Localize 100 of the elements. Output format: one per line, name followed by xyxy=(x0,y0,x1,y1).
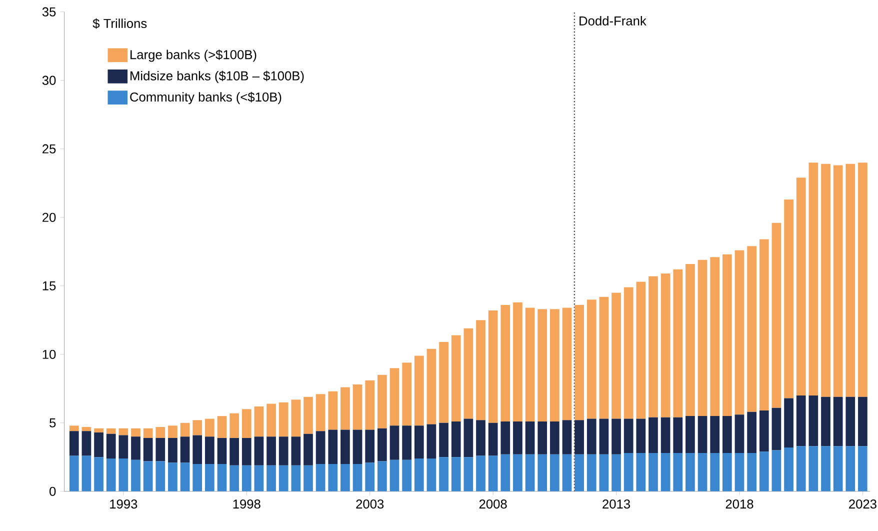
bar xyxy=(439,457,448,492)
bar xyxy=(747,246,756,412)
bar xyxy=(402,362,412,426)
bar xyxy=(562,420,572,454)
y-tick-label: 0 xyxy=(50,486,56,496)
bar xyxy=(143,461,153,492)
bar xyxy=(624,287,634,419)
ref-line-label: Dodd-Frank xyxy=(580,16,646,26)
y-tick-label: 20 xyxy=(42,212,56,222)
bar xyxy=(352,430,362,464)
bar xyxy=(254,465,264,492)
bar xyxy=(266,436,276,466)
y-tick-label: 10 xyxy=(42,350,56,359)
bar xyxy=(106,458,116,492)
bar xyxy=(808,396,818,446)
x-tick-label: 1993 xyxy=(110,500,138,509)
bar xyxy=(242,465,252,492)
bar xyxy=(686,264,695,416)
bar xyxy=(710,257,720,416)
bar xyxy=(278,436,288,466)
bar xyxy=(464,457,474,492)
bar xyxy=(722,254,732,416)
bar xyxy=(759,410,769,452)
y-tick-label: 15 xyxy=(42,281,56,290)
bar xyxy=(414,458,424,492)
bar xyxy=(230,413,239,438)
bar xyxy=(143,428,153,438)
bar xyxy=(304,434,313,466)
bar xyxy=(636,418,646,454)
bar xyxy=(278,402,288,437)
bar xyxy=(352,384,362,430)
bar xyxy=(204,418,214,437)
bar xyxy=(734,414,744,454)
bar xyxy=(365,430,375,463)
bar xyxy=(513,454,522,492)
bar xyxy=(118,458,128,492)
bar xyxy=(304,465,313,492)
bar xyxy=(796,446,806,492)
bar xyxy=(488,422,498,456)
bar xyxy=(586,418,596,454)
bar xyxy=(217,464,227,492)
bar xyxy=(131,436,140,460)
bar xyxy=(390,460,400,492)
bar xyxy=(94,457,104,492)
bar xyxy=(390,368,400,426)
bar xyxy=(316,464,326,492)
y-tick-label: 5 xyxy=(50,418,56,428)
bar xyxy=(94,432,104,458)
bar xyxy=(266,404,276,437)
bar xyxy=(612,292,621,419)
bar xyxy=(550,309,560,422)
bar xyxy=(833,165,843,397)
bar xyxy=(156,438,166,462)
bar xyxy=(377,428,387,462)
bar xyxy=(464,418,474,458)
bar xyxy=(821,396,830,446)
bar xyxy=(390,426,400,460)
x-tick-label: 2003 xyxy=(356,500,384,509)
bar xyxy=(242,438,252,466)
x-tick-label: 1998 xyxy=(233,500,260,509)
bar xyxy=(796,178,806,396)
bar xyxy=(180,422,190,437)
bar xyxy=(476,320,486,420)
bar xyxy=(673,417,683,454)
bar xyxy=(192,420,202,436)
bar xyxy=(858,396,868,446)
bar xyxy=(500,422,510,454)
x-tick-label: 2013 xyxy=(602,500,630,509)
bar xyxy=(217,416,227,438)
bar xyxy=(254,406,264,437)
bar xyxy=(710,416,720,454)
bar xyxy=(192,435,202,464)
bar xyxy=(377,374,387,428)
bar xyxy=(291,400,301,437)
bar xyxy=(377,461,387,492)
bar xyxy=(673,453,683,492)
bar xyxy=(636,453,646,492)
bar xyxy=(772,450,782,492)
bar xyxy=(648,417,658,454)
bar xyxy=(69,431,79,456)
bar xyxy=(82,456,92,492)
x-tick-label: 2008 xyxy=(479,500,507,509)
bar xyxy=(204,464,214,492)
y-tick-label: 30 xyxy=(42,76,56,85)
bar xyxy=(734,250,744,415)
x-tick-label: 2018 xyxy=(726,500,754,509)
bar xyxy=(316,394,326,432)
bar xyxy=(352,464,362,492)
bar xyxy=(686,416,695,454)
legend-label: Community banks (<$10B) xyxy=(130,92,282,104)
bar xyxy=(636,282,646,419)
y-axis-title: $ Trillions xyxy=(92,18,147,29)
bar xyxy=(599,296,609,419)
bar xyxy=(772,408,782,450)
bar xyxy=(759,239,769,411)
bar xyxy=(230,465,239,492)
bar xyxy=(402,460,412,492)
bar xyxy=(340,387,350,430)
bar xyxy=(180,462,190,492)
bar xyxy=(180,436,190,463)
